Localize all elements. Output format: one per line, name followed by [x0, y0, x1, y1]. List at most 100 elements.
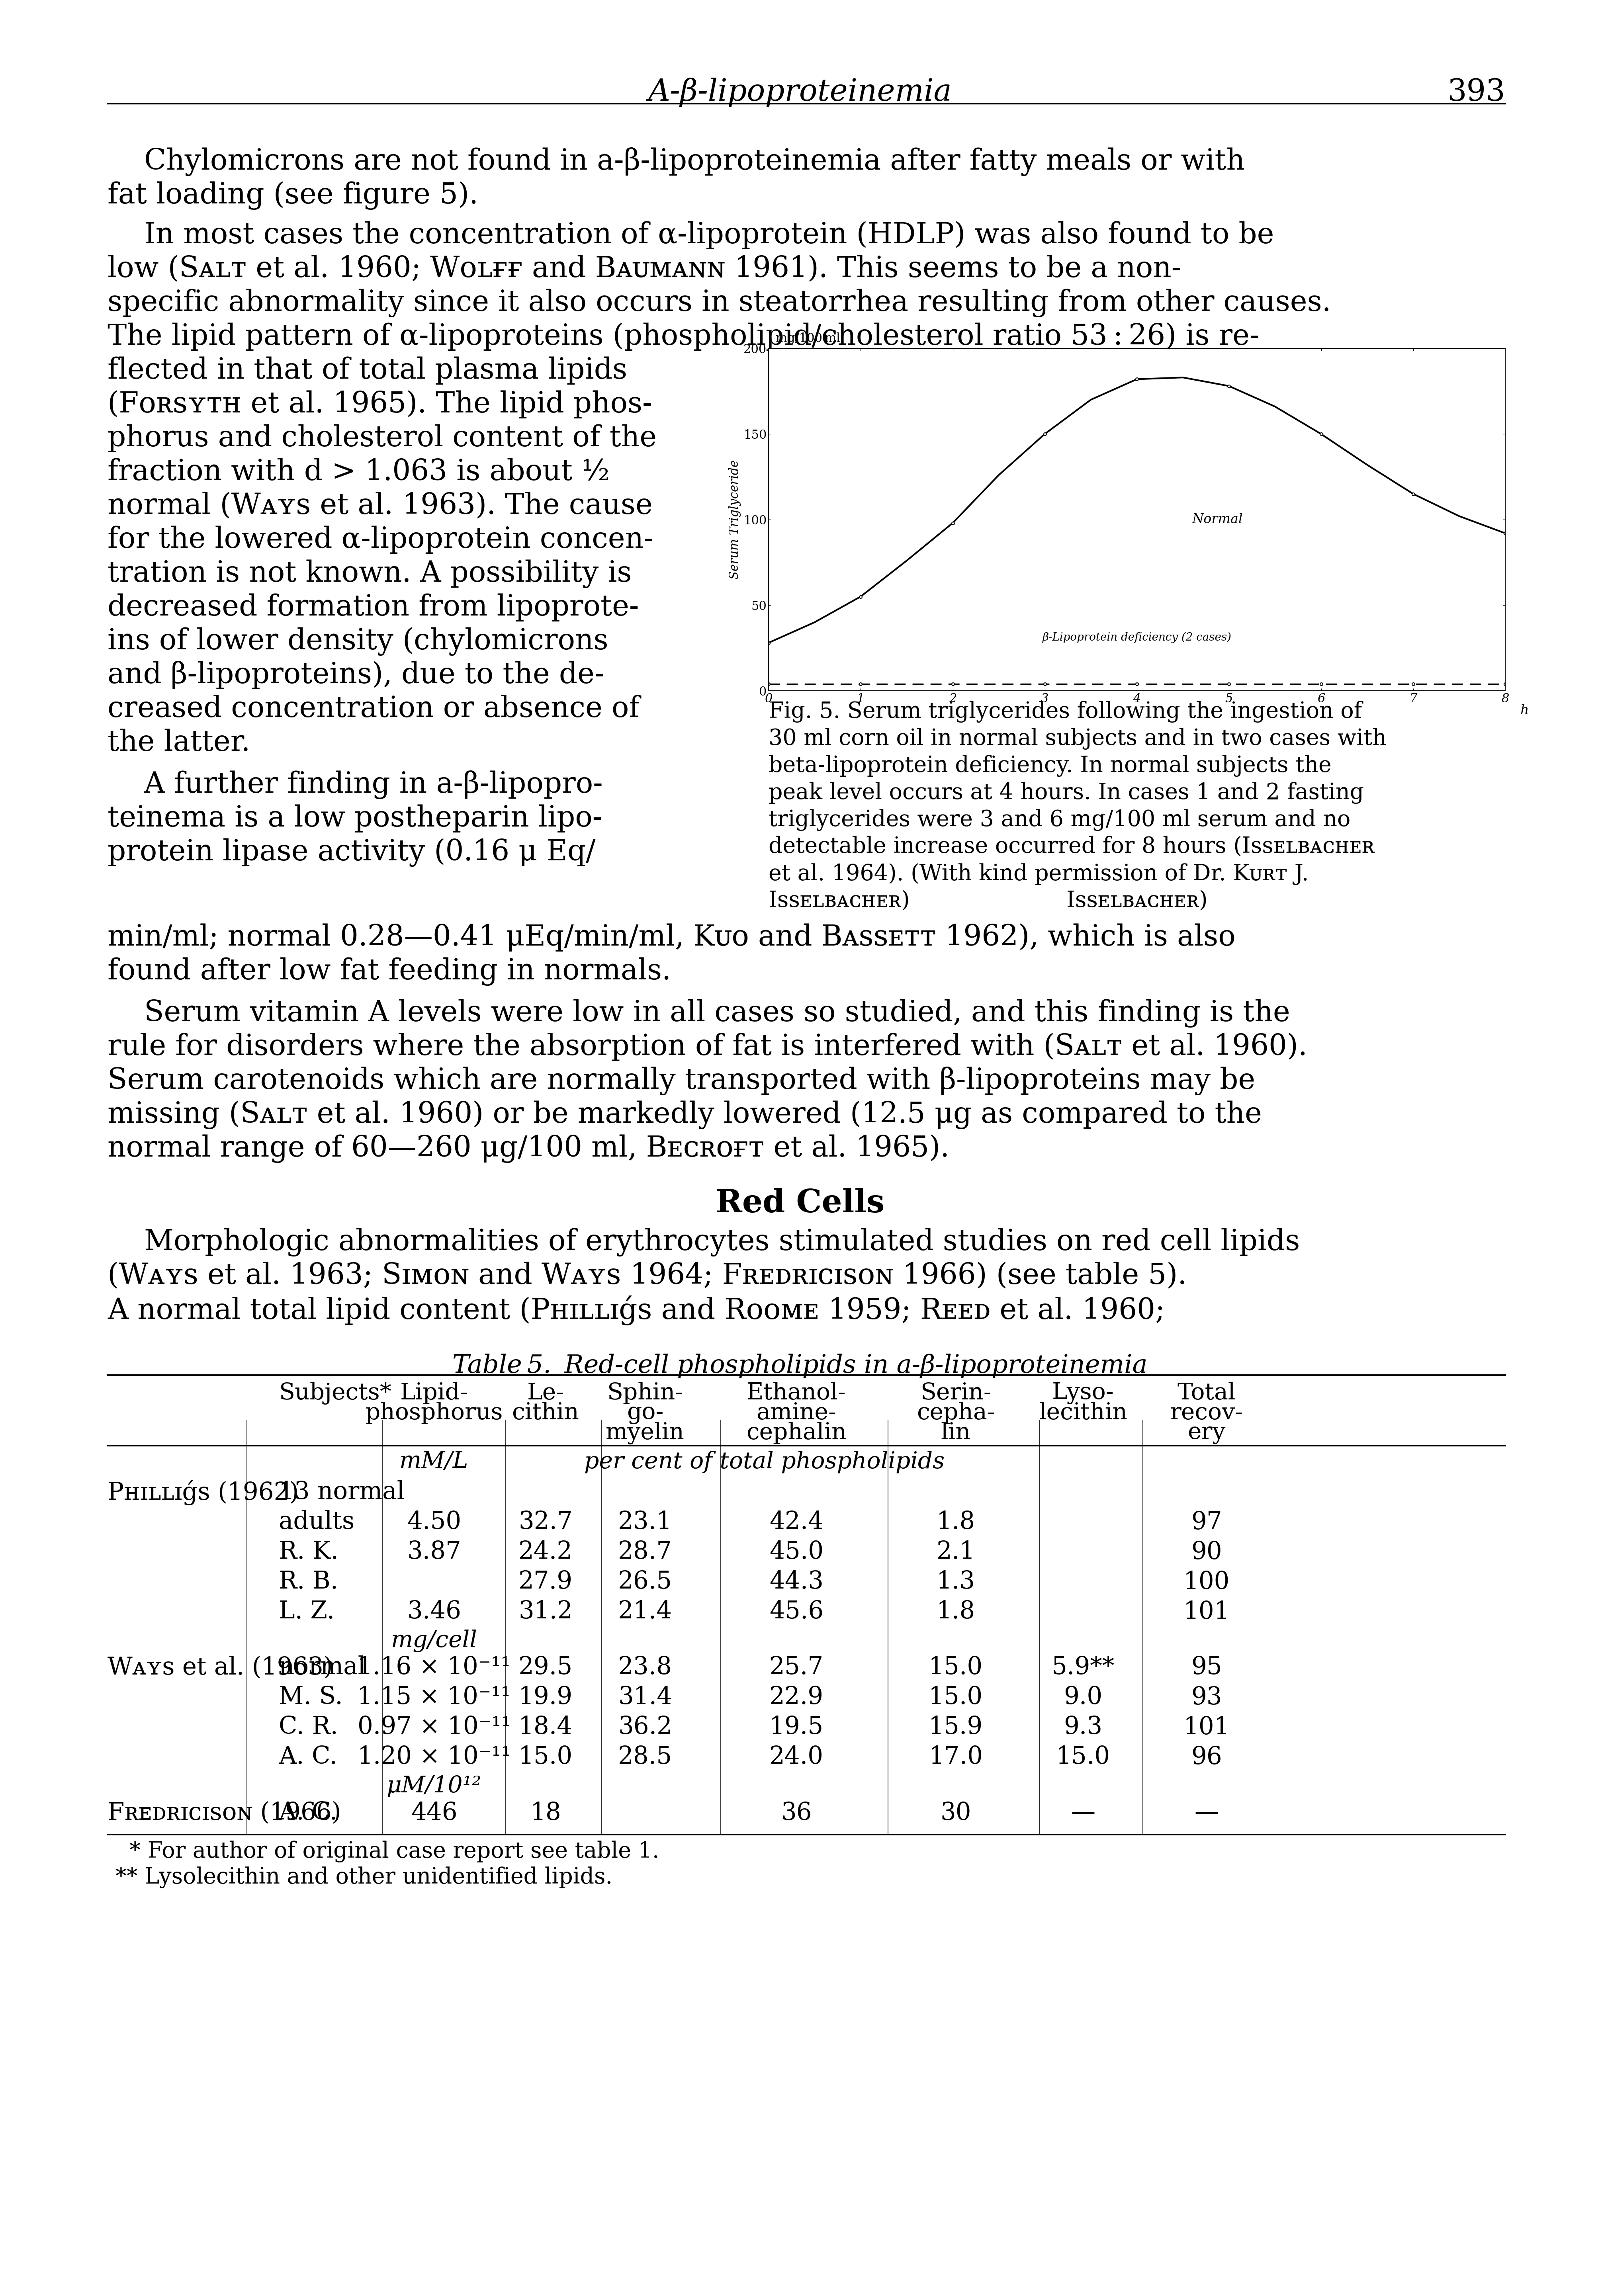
Text: teinema is a low postheparin lipo-: teinema is a low postheparin lipo- [107, 804, 602, 831]
Text: mM/L: mM/L [400, 1451, 469, 1472]
Text: 31.2: 31.2 [518, 1600, 573, 1623]
Text: Lipid-: Lipid- [400, 1382, 469, 1405]
Text: R. K.: R. K. [278, 1541, 339, 1564]
Text: Fig. 5. Serum triglycerides following the ingestion of: Fig. 5. Serum triglycerides following th… [768, 700, 1362, 723]
Text: lecithin: lecithin [1038, 1403, 1128, 1424]
Text: cepha-: cepha- [917, 1403, 995, 1424]
Text: M. S.: M. S. [278, 1685, 342, 1708]
Y-axis label: Serum Triglyceride: Serum Triglyceride [730, 459, 741, 579]
Text: β-Lipoprotein deficiency (2 cases): β-Lipoprotein deficiency (2 cases) [1042, 631, 1232, 643]
Text: Total: Total [1178, 1382, 1235, 1405]
Text: cithin: cithin [512, 1403, 579, 1424]
Text: low (Sᴀʟᴛ et al. 1960; Wᴏʟғғ and Bᴀᴜᴍᴀɴɴ 1961). This seems to be a non-: low (Sᴀʟᴛ et al. 1960; Wᴏʟғғ and Bᴀᴜᴍᴀɴɴ… [107, 255, 1181, 282]
Text: 101: 101 [1184, 1600, 1230, 1623]
Text: cephalin: cephalin [746, 1421, 846, 1444]
Text: Subjects*: Subjects* [278, 1382, 392, 1405]
Text: 97: 97 [1190, 1511, 1222, 1534]
Text: normal: normal [278, 1655, 366, 1678]
Text: 1.8: 1.8 [936, 1511, 974, 1534]
Text: 101: 101 [1184, 1715, 1230, 1738]
Text: 27.9: 27.9 [518, 1570, 573, 1593]
Text: h: h [1520, 705, 1528, 716]
Text: 32.7: 32.7 [518, 1511, 573, 1534]
Text: 21.4: 21.4 [618, 1600, 672, 1623]
Text: Ethanol-: Ethanol- [747, 1382, 846, 1405]
Text: 1.8: 1.8 [936, 1600, 974, 1623]
Text: go-: go- [627, 1403, 664, 1424]
Text: 17.0: 17.0 [928, 1745, 982, 1768]
Text: C. R.: C. R. [278, 1715, 338, 1738]
Text: 25.7: 25.7 [770, 1655, 824, 1678]
Text: flected in that of total plasma lipids: flected in that of total plasma lipids [107, 356, 627, 383]
Text: 93: 93 [1190, 1685, 1222, 1708]
Text: A further finding in a-β-lipopro-: A further finding in a-β-lipopro- [107, 771, 603, 799]
Text: 44.3: 44.3 [770, 1570, 824, 1593]
Text: 2.1: 2.1 [936, 1541, 974, 1564]
Text: L. Z.: L. Z. [278, 1600, 334, 1623]
Text: the latter.: the latter. [107, 728, 250, 758]
Text: R. B.: R. B. [278, 1570, 338, 1593]
Text: missing (Sᴀʟᴛ et al. 1960) or be markedly lowered (12.5 μg as compared to the: missing (Sᴀʟᴛ et al. 1960) or be markedl… [107, 1100, 1262, 1130]
Text: 0.97 × 10⁻¹¹: 0.97 × 10⁻¹¹ [357, 1715, 510, 1738]
Text: detectable increase occurred for 8 hours (Iѕѕᴇʟвᴀᴄʜᴇʀ: detectable increase occurred for 8 hours… [768, 836, 1374, 859]
Text: min/ml; normal 0.28—0.41 μEq/min/ml, Kᴜo and Bᴀѕѕᴇᴛᴛ 1962), which is also: min/ml; normal 0.28—0.41 μEq/min/ml, Kᴜo… [107, 923, 1235, 951]
Text: (Fᴏʀsʏᴛʜ et al. 1965). The lipid phos-: (Fᴏʀsʏᴛʜ et al. 1965). The lipid phos- [107, 390, 653, 418]
Text: In most cases the concentration of α-lipoprotein (HDLP) was also found to be: In most cases the concentration of α-lip… [107, 220, 1274, 248]
Text: Table 5.  Red-cell phospholipids in a-β-lipoproteinemia: Table 5. Red-cell phospholipids in a-β-l… [453, 1352, 1147, 1378]
Text: ** Lysolecithin and other unidentified lipids.: ** Lysolecithin and other unidentified l… [115, 1867, 613, 1887]
Text: 36.2: 36.2 [618, 1715, 672, 1738]
Text: 9.0: 9.0 [1064, 1685, 1102, 1708]
Text: adults: adults [278, 1511, 355, 1534]
Text: A. C.: A. C. [278, 1800, 338, 1825]
Text: Le-: Le- [526, 1382, 565, 1405]
Text: Chylomicrons are not found in a-β-lipoproteinemia after fatty meals or with: Chylomicrons are not found in a-β-lipopr… [107, 147, 1245, 177]
Text: 19.9: 19.9 [518, 1685, 573, 1708]
Text: 90: 90 [1190, 1541, 1222, 1564]
Text: 24.0: 24.0 [770, 1745, 824, 1768]
Text: Morphologic abnormalities of erythrocytes stimulated studies on red cell lipids: Morphologic abnormalities of erythrocyte… [107, 1228, 1299, 1256]
Text: ery: ery [1187, 1421, 1226, 1444]
Text: for the lowered α-lipoprotein concen-: for the lowered α-lipoprotein concen- [107, 526, 653, 553]
Text: peak level occurs at 4 hours. In cases 1 and 2 fasting: peak level occurs at 4 hours. In cases 1… [768, 783, 1363, 804]
Text: —: — [1195, 1800, 1219, 1825]
Text: μM/10¹²: μM/10¹² [387, 1775, 482, 1798]
Text: recov-: recov- [1170, 1403, 1243, 1424]
Text: 31.4: 31.4 [618, 1685, 672, 1708]
Text: normal range of 60—260 μg/100 ml, Bᴇᴄʀᴏғᴛ et al. 1965).: normal range of 60—260 μg/100 ml, Bᴇᴄʀᴏғ… [107, 1134, 949, 1162]
Text: Sphin-: Sphin- [606, 1382, 683, 1405]
Text: 1.15 × 10⁻¹¹: 1.15 × 10⁻¹¹ [357, 1685, 510, 1708]
Text: 29.5: 29.5 [518, 1655, 573, 1678]
Text: mg/cell: mg/cell [390, 1630, 477, 1653]
Text: 45.0: 45.0 [770, 1541, 824, 1564]
Text: 45.6: 45.6 [770, 1600, 824, 1623]
Text: Normal: Normal [1192, 514, 1243, 526]
Text: Serum vitamin A levels were low in all cases so studied, and this finding is the: Serum vitamin A levels were low in all c… [107, 999, 1290, 1026]
Text: myelin: myelin [606, 1421, 685, 1444]
Text: 18.4: 18.4 [518, 1715, 573, 1738]
Text: triglycerides were 3 and 6 mg/100 ml serum and no: triglycerides were 3 and 6 mg/100 ml ser… [768, 808, 1350, 831]
Text: phosphorus: phosphorus [365, 1403, 502, 1424]
Text: 393: 393 [1446, 78, 1506, 108]
Text: found after low fat feeding in normals.: found after low fat feeding in normals. [107, 957, 670, 985]
Text: fat loading (see figure 5).: fat loading (see figure 5). [107, 181, 478, 209]
Text: 3.87: 3.87 [406, 1541, 461, 1564]
Text: 4.50: 4.50 [406, 1511, 461, 1534]
Text: lin: lin [941, 1421, 971, 1444]
Text: phorus and cholesterol content of the: phorus and cholesterol content of the [107, 425, 656, 452]
Text: 15.9: 15.9 [928, 1715, 982, 1738]
Text: specific abnormality since it also occurs in steatorrhea resulting from other ca: specific abnormality since it also occur… [107, 289, 1331, 317]
Text: 1.20 × 10⁻¹¹: 1.20 × 10⁻¹¹ [357, 1745, 510, 1768]
Text: Fʀᴇᴅʀɪᴄɪѕᴏɴ (1966): Fʀᴇᴅʀɪᴄɪѕᴏɴ (1966) [107, 1800, 341, 1825]
Text: 13 normal: 13 normal [278, 1481, 405, 1504]
Text: 15.0: 15.0 [518, 1745, 573, 1768]
Text: —: — [1070, 1800, 1096, 1825]
Text: amine-: amine- [757, 1403, 837, 1424]
Text: 23.1: 23.1 [618, 1511, 672, 1534]
Text: protein lipase activity (0.16 μ Eq/: protein lipase activity (0.16 μ Eq/ [107, 838, 595, 866]
Text: 9.3: 9.3 [1064, 1715, 1102, 1738]
Text: normal (Wᴀʏѕ et al. 1963). The cause: normal (Wᴀʏѕ et al. 1963). The cause [107, 491, 653, 519]
Text: 96: 96 [1190, 1745, 1222, 1768]
Text: 15.0: 15.0 [1056, 1745, 1110, 1768]
Text: 22.9: 22.9 [770, 1685, 824, 1708]
Text: per cent of total phospholipids: per cent of total phospholipids [584, 1451, 944, 1472]
